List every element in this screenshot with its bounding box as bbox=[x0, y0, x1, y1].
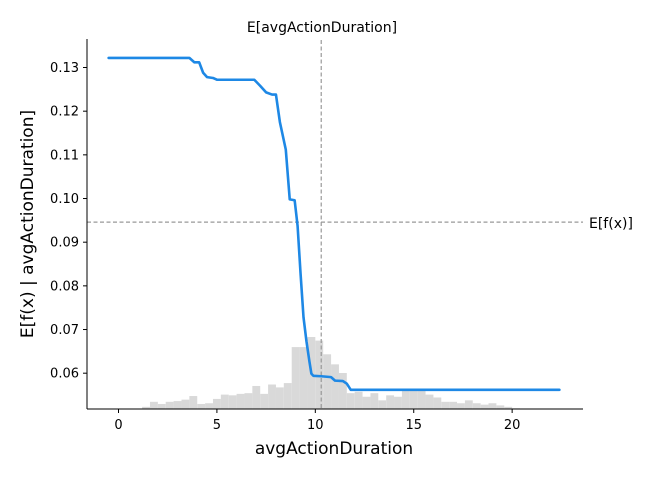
histogram-bar bbox=[331, 364, 339, 409]
histogram-bar bbox=[394, 396, 402, 409]
histogram-bar bbox=[283, 383, 292, 409]
histogram-bar bbox=[323, 354, 332, 409]
vertical-reference-label: E[avgActionDuration] bbox=[247, 20, 397, 36]
histogram-bar bbox=[157, 403, 166, 409]
histogram-bar bbox=[472, 403, 481, 409]
histogram-bar bbox=[189, 396, 198, 409]
histogram-bar bbox=[205, 403, 213, 409]
x-tick-label: 0 bbox=[114, 418, 122, 433]
x-axis-title: avgActionDuration bbox=[255, 439, 413, 459]
histogram-bar bbox=[378, 400, 387, 409]
histogram-bar bbox=[401, 391, 410, 409]
histogram-bar bbox=[197, 403, 206, 409]
histogram-bar bbox=[236, 393, 245, 409]
x-tick-label: 5 bbox=[213, 418, 221, 433]
y-tick-label: 0.06 bbox=[50, 367, 79, 382]
y-tick-label: 0.10 bbox=[50, 192, 79, 207]
y-tick-label: 0.09 bbox=[50, 236, 79, 251]
y-axis-title: E[f(x) | avgActionDuration] bbox=[18, 110, 38, 338]
y-tick-label: 0.11 bbox=[50, 148, 79, 163]
histogram-bar bbox=[488, 403, 497, 409]
histogram-bar bbox=[315, 340, 324, 409]
y-tick-label: 0.08 bbox=[50, 279, 79, 294]
histogram bbox=[142, 337, 521, 409]
reference-lines bbox=[87, 40, 583, 409]
series-line bbox=[107, 56, 561, 392]
axes: 0 5 10 15 20 0.06 0.07 0.08 0.09 0.10 0.11 0.12 0.13 bbox=[50, 39, 583, 433]
histogram-bar bbox=[457, 403, 465, 409]
histogram-bar bbox=[346, 393, 355, 409]
histogram-bar bbox=[449, 401, 458, 409]
histogram-bar bbox=[260, 393, 269, 409]
histogram-bar bbox=[181, 399, 190, 409]
x-tick-label: 15 bbox=[405, 418, 422, 433]
histogram-bar bbox=[504, 406, 513, 409]
histogram-bar bbox=[142, 406, 150, 409]
histogram-bar bbox=[386, 395, 395, 409]
histogram-bar bbox=[252, 385, 261, 409]
series-line-layer bbox=[107, 56, 561, 392]
histogram-bar bbox=[409, 391, 418, 409]
histogram-bar bbox=[338, 373, 347, 409]
histogram-bar bbox=[275, 387, 284, 409]
histogram-bar bbox=[425, 394, 434, 409]
y-tick-label: 0.12 bbox=[50, 105, 79, 120]
histogram-bar bbox=[291, 347, 300, 409]
x-tick-label: 20 bbox=[504, 418, 521, 433]
histogram-bar bbox=[433, 397, 442, 409]
histogram-bar bbox=[354, 391, 363, 409]
histogram-bar bbox=[149, 401, 158, 409]
histogram-bar bbox=[370, 393, 379, 409]
histogram-bar bbox=[165, 401, 174, 409]
histogram-bar bbox=[228, 395, 237, 409]
histogram-bar bbox=[244, 393, 253, 409]
histogram-bar bbox=[362, 396, 371, 409]
x-tick-label: 10 bbox=[307, 418, 324, 433]
histogram-bar bbox=[212, 398, 221, 409]
y-tick-label: 0.13 bbox=[50, 61, 79, 76]
histogram-bar bbox=[299, 347, 308, 409]
histogram-bar bbox=[441, 401, 450, 409]
histogram-bar bbox=[464, 400, 473, 409]
histogram-bar bbox=[496, 405, 505, 409]
histogram-bar bbox=[268, 384, 276, 409]
horizontal-reference-label: E[f(x)] bbox=[589, 216, 633, 232]
histogram-bar bbox=[173, 401, 182, 409]
y-tick-label: 0.07 bbox=[50, 323, 79, 338]
histogram-bar bbox=[220, 394, 229, 409]
histogram-bar bbox=[417, 391, 426, 409]
histogram-bar bbox=[480, 404, 489, 409]
